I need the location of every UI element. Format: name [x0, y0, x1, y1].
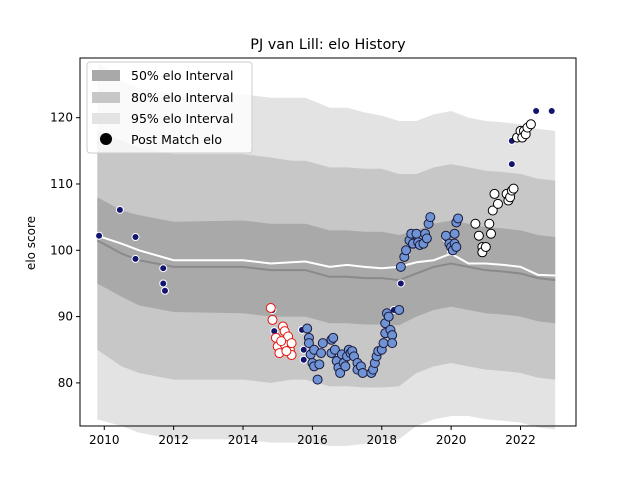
- match-point-blue: [329, 344, 340, 355]
- x-tick-label: 2016: [297, 433, 328, 447]
- match-point-navy: [159, 279, 168, 288]
- post-match-points: [95, 107, 556, 385]
- x-tick-label: 2018: [366, 433, 397, 447]
- match-point-navy: [507, 160, 516, 169]
- match-point-red: [267, 314, 278, 325]
- chart-title: PJ van Lill: elo History: [250, 37, 406, 53]
- match-point-blue: [449, 228, 460, 239]
- y-tick-label: 120: [50, 111, 73, 125]
- y-tick-label: 100: [50, 243, 73, 257]
- match-point-blue: [394, 304, 405, 315]
- y-axis-label: elo score: [24, 216, 38, 270]
- band-50: [97, 197, 556, 326]
- legend-swatch-95: [92, 113, 120, 124]
- x-tick-label: 2020: [436, 433, 467, 447]
- mean-elo-line: [96, 239, 556, 282]
- plot-frame: [79, 57, 577, 427]
- x-tick-label: 2012: [158, 433, 189, 447]
- match-point-blue: [302, 323, 313, 334]
- legend-swatch-80: [92, 92, 120, 103]
- elo-lines: [96, 234, 556, 282]
- match-point-blue: [425, 212, 436, 223]
- match-point-navy: [131, 254, 140, 263]
- legend-label-50: 50% elo Interval: [131, 68, 233, 83]
- match-point-blue: [451, 241, 462, 252]
- match-point-blue: [312, 374, 323, 385]
- match-point-navy: [299, 345, 308, 354]
- legend-marker-post-match: [100, 133, 112, 145]
- match-point-white: [480, 241, 491, 252]
- plot-area: 2010 2012 2014 2016 2018 2020 2022 80 90 100 110 1…: [50, 57, 577, 447]
- match-point-navy: [160, 286, 169, 295]
- match-point-white: [487, 205, 498, 216]
- match-point-navy: [299, 355, 308, 364]
- match-point-blue: [357, 367, 368, 378]
- match-point-white: [486, 228, 497, 239]
- match-point-navy: [547, 107, 556, 116]
- x-tick-label: 2014: [228, 433, 259, 447]
- legend-label-95: 95% elo Interval: [131, 111, 233, 126]
- interval-bands: [97, 61, 556, 446]
- x-tick-label: 2022: [505, 433, 536, 447]
- match-point-blue: [401, 245, 412, 256]
- match-point-white: [525, 119, 536, 130]
- x-axis-ticks: 2010 2012 2014 2016 2018 2020 2022: [89, 426, 536, 447]
- match-point-red: [281, 346, 292, 357]
- match-point-blue: [340, 361, 351, 372]
- y-axis-ticks: 80 90 100 110 120: [50, 111, 80, 390]
- match-point-blue: [421, 233, 432, 244]
- legend-swatch-50: [92, 70, 120, 81]
- match-point-white: [492, 198, 503, 209]
- match-point-blue: [328, 332, 339, 343]
- legend-label-80: 80% elo Interval: [131, 90, 233, 105]
- match-point-red: [286, 338, 297, 349]
- match-point-blue: [314, 359, 325, 370]
- y-tick-label: 80: [58, 376, 73, 390]
- legend: 50% elo Interval 80% elo Interval 95% el…: [86, 61, 253, 154]
- match-point-blue: [303, 338, 314, 349]
- legend-box: [86, 61, 253, 154]
- match-point-white: [470, 218, 481, 229]
- match-point-blue: [378, 338, 389, 349]
- legend-label-post-match: Post Match elo: [131, 132, 222, 147]
- match-point-red: [276, 336, 287, 347]
- match-point-white: [489, 188, 500, 199]
- match-point-navy: [131, 233, 140, 242]
- match-point-blue: [316, 348, 327, 359]
- x-tick-label: 2010: [89, 433, 120, 447]
- match-point-red: [265, 302, 276, 313]
- match-point-blue: [387, 338, 398, 349]
- match-point-navy: [396, 279, 405, 288]
- current-elo-line: [97, 234, 556, 277]
- match-point-navy: [532, 107, 541, 116]
- match-point-blue: [453, 213, 464, 224]
- match-point-white: [473, 230, 484, 241]
- match-point-navy: [159, 264, 168, 273]
- match-point-white: [508, 183, 519, 194]
- match-point-blue: [317, 338, 328, 349]
- match-point-blue: [411, 228, 422, 239]
- match-point-white: [484, 218, 495, 229]
- match-point-blue: [395, 261, 406, 272]
- match-point-navy: [115, 205, 124, 214]
- y-tick-label: 110: [50, 177, 73, 191]
- match-point-blue: [383, 311, 394, 322]
- match-point-navy: [95, 231, 104, 240]
- match-point-blue: [335, 367, 346, 378]
- y-tick-label: 90: [58, 310, 73, 324]
